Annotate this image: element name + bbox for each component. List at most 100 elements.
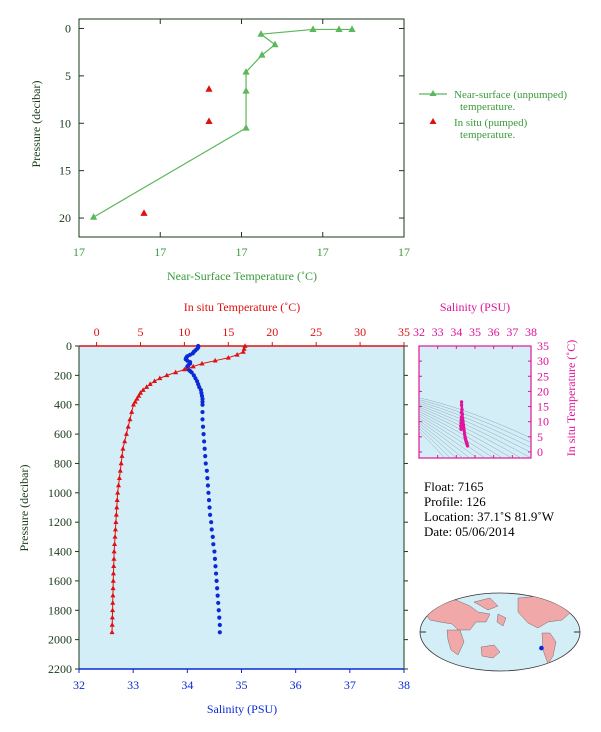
density-contour <box>419 422 464 458</box>
point-unpumped <box>242 68 250 75</box>
map-continent <box>541 632 557 665</box>
salinity-point <box>189 370 194 375</box>
temperature-point <box>110 607 116 613</box>
profile-number: Profile: 126 <box>424 494 486 509</box>
salinity-point <box>213 564 218 569</box>
salinity-point <box>200 402 205 407</box>
salinity-point <box>216 608 221 613</box>
temperature-point <box>109 629 115 635</box>
profile-ytick-label: 600 <box>54 427 72 441</box>
temp-tick-label: 10 <box>178 325 190 339</box>
ts-sal-tick-label: 33 <box>432 325 444 339</box>
profile-ytick-label: 1600 <box>48 574 72 588</box>
map-continent <box>423 599 491 631</box>
salinity-point <box>203 454 208 459</box>
temperature-point <box>132 398 138 404</box>
point-unpumped <box>271 40 279 48</box>
map-continent <box>480 644 501 659</box>
profile-chart: 0200400600800100012001400160018002000220… <box>48 325 410 692</box>
profile-ytick-label: 400 <box>54 398 72 412</box>
temp-tick-label: 5 <box>137 325 143 339</box>
top-xtick-label: 17 <box>73 245 85 259</box>
temperature-point <box>114 504 120 510</box>
salinity-point <box>205 483 211 488</box>
sal-tick-label: 32 <box>73 678 85 692</box>
temperature-point <box>147 381 153 386</box>
legend-unpumped-line2: temperature. <box>460 101 516 113</box>
temperature-point <box>127 416 133 422</box>
temperature-point <box>199 360 205 366</box>
ts-temp-tick-label: 15 <box>537 400 549 414</box>
temperature-line <box>111 345 246 633</box>
legend-marker-pumped <box>429 118 437 124</box>
salinity-point <box>200 399 205 404</box>
top-ytick-label: 15 <box>59 164 71 178</box>
ts-point <box>459 415 464 419</box>
temperature-point <box>234 352 240 357</box>
salinity-point <box>213 571 219 576</box>
temperature-point <box>129 409 135 414</box>
density-contour <box>419 413 495 458</box>
top-chart-frame <box>78 18 405 238</box>
ts-point <box>460 407 464 412</box>
point-unpumped <box>348 25 356 33</box>
map-continent <box>473 597 499 611</box>
salinity-point <box>212 549 217 554</box>
salinity-point <box>201 431 206 437</box>
top-xtick-label: 17 <box>317 245 329 259</box>
ts-temp-tick-label: 25 <box>537 369 549 383</box>
float-number: Float: 7165 <box>424 479 484 494</box>
temperature-point <box>134 396 140 401</box>
ts-point <box>465 444 470 448</box>
temperature-point <box>112 534 118 539</box>
top-ytick-label: 0 <box>65 21 71 35</box>
top-chart-ylabel: Pressure (decibar) <box>29 81 43 168</box>
salinity-point <box>217 622 222 628</box>
temp-tick-label: 30 <box>354 325 366 339</box>
salinity-point <box>200 417 205 422</box>
ts-frame <box>418 345 532 459</box>
temperature-point <box>130 401 136 407</box>
top-chart-legend: Near-surface (unpumped) temperature. In … <box>419 89 567 141</box>
temperature-point <box>173 369 179 375</box>
salinity-point <box>205 476 210 481</box>
profile-ytick-label: 1800 <box>48 603 72 617</box>
salinity-point <box>206 498 212 503</box>
salinity-point <box>200 396 205 401</box>
temperature-point <box>110 570 116 576</box>
temperature-point <box>110 592 116 598</box>
salinity-point <box>209 527 214 532</box>
top-ytick-label: 5 <box>65 69 71 83</box>
top-ytick-label: 20 <box>59 211 71 225</box>
profile-top-axis-label: In situ Temperature (˚C) <box>184 300 301 314</box>
salinity-point <box>204 468 209 473</box>
temperature-point <box>111 556 117 561</box>
density-contours <box>419 397 531 458</box>
temperature-point <box>110 585 116 591</box>
top-xtick-label: 17 <box>398 245 410 259</box>
density-contour <box>419 417 478 458</box>
ts-sal-tick-label: 36 <box>488 325 500 339</box>
temperature-point <box>136 393 142 398</box>
ts-temp-tick-label: 10 <box>537 415 549 429</box>
point-pumped <box>205 117 213 124</box>
temperature-point <box>117 467 123 473</box>
temperature-point <box>125 423 131 429</box>
salinity-point <box>211 542 216 547</box>
temperature-point <box>112 526 118 532</box>
temperature-point <box>164 372 170 378</box>
temperature-point <box>181 366 187 372</box>
ts-point <box>462 426 466 430</box>
temperature-point <box>140 387 146 392</box>
density-contour <box>419 409 513 458</box>
temp-tick-label: 35 <box>398 325 410 339</box>
ts-point <box>459 403 464 407</box>
temperature-point <box>122 438 128 444</box>
legend-pumped-line2: temperature. <box>460 129 516 141</box>
temperature-point <box>111 548 117 554</box>
ts-point <box>459 424 463 428</box>
ts-temp-tick-label: 35 <box>537 339 549 353</box>
ts-sal-tick-label: 34 <box>450 325 462 339</box>
